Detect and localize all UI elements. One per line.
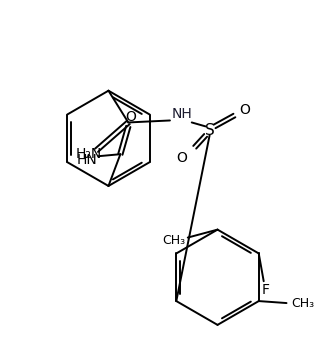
Text: HN: HN	[76, 153, 97, 167]
Text: CH₃: CH₃	[162, 234, 185, 247]
Text: NH: NH	[171, 106, 192, 121]
Text: F: F	[262, 283, 270, 297]
Text: O: O	[239, 102, 250, 117]
Text: CH₃: CH₃	[291, 296, 314, 310]
Text: H₂N: H₂N	[76, 147, 102, 161]
Text: S: S	[205, 123, 215, 138]
Text: O: O	[176, 151, 187, 165]
Text: O: O	[125, 110, 136, 125]
